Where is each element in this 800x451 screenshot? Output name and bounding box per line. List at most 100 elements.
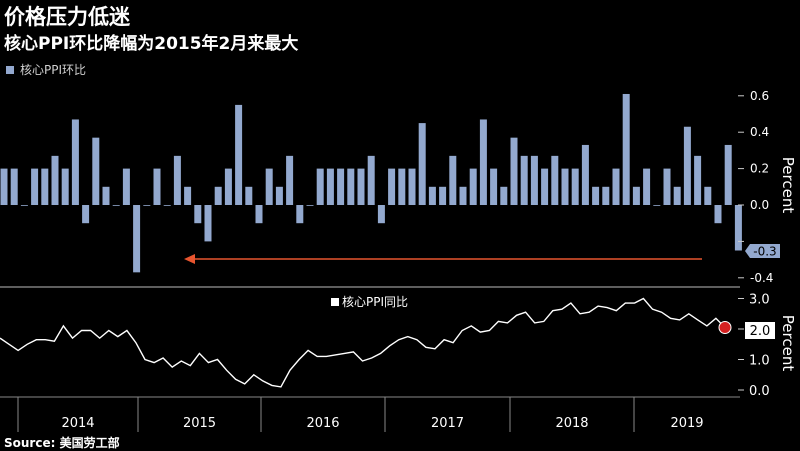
bar-series xyxy=(0,93,742,273)
legend-label-bar: 核心PPI环比 xyxy=(20,63,87,77)
x-axis: 2014 2015 2016 2017 2018 2019 xyxy=(17,397,704,432)
bar xyxy=(41,168,49,205)
bar xyxy=(122,168,130,205)
bar xyxy=(398,168,406,205)
bar xyxy=(592,186,600,205)
bar xyxy=(102,186,110,205)
chart-subtitle: 核心PPI环比降幅为2015年2月来最大 xyxy=(4,34,299,54)
bar xyxy=(602,186,610,205)
bar xyxy=(214,186,222,205)
bar xyxy=(561,168,569,205)
x-tick-label: 2014 xyxy=(61,416,94,431)
bar xyxy=(61,168,69,205)
bar xyxy=(734,205,742,251)
bar xyxy=(530,155,538,205)
bar xyxy=(255,205,263,224)
bar xyxy=(163,205,171,206)
bar xyxy=(10,168,18,205)
bar xyxy=(581,144,589,205)
line-y-tick-label: 0.0 xyxy=(749,384,770,399)
legend-swatch-line xyxy=(331,298,339,306)
bar xyxy=(428,186,436,205)
bar-y-tick-label: -0.4 xyxy=(750,271,773,285)
bar xyxy=(347,168,355,205)
bar xyxy=(612,168,620,205)
bar-last-value: -0.3 xyxy=(753,245,776,259)
bar xyxy=(643,168,651,205)
bar xyxy=(51,155,59,205)
bar xyxy=(286,155,294,205)
bar xyxy=(173,155,181,205)
bar xyxy=(153,168,161,205)
bar xyxy=(653,205,661,206)
bar xyxy=(663,168,671,205)
arrow-head-icon xyxy=(184,254,195,264)
line-y-ticks: 3.0 1.0 0.0 xyxy=(738,293,770,399)
bar xyxy=(194,205,202,224)
line-y-tick-label: 1.0 xyxy=(749,354,770,369)
bar xyxy=(541,168,549,205)
bar xyxy=(714,205,722,224)
line-y-tick-label: 3.0 xyxy=(749,293,770,308)
bar xyxy=(245,186,253,205)
bar xyxy=(357,168,365,205)
bar xyxy=(439,186,447,205)
bar xyxy=(418,123,426,205)
x-tick-label: 2017 xyxy=(431,416,464,431)
chart-title: 价格压力低迷 xyxy=(4,5,130,29)
legend-label-line: 核心PPI同比 xyxy=(342,295,408,309)
bar xyxy=(520,155,528,205)
bar xyxy=(500,186,508,205)
bar xyxy=(92,137,100,205)
bar xyxy=(673,186,681,205)
bar xyxy=(204,205,212,242)
legend-top: 核心PPI环比 xyxy=(6,61,86,78)
bar xyxy=(133,205,141,273)
bar xyxy=(367,155,375,205)
bar xyxy=(337,168,345,205)
bar xyxy=(377,205,385,224)
bar xyxy=(694,155,702,205)
bar xyxy=(459,186,467,205)
bar-last-value-callout xyxy=(745,244,780,258)
bar xyxy=(184,186,192,205)
bar xyxy=(326,168,334,205)
bar xyxy=(469,168,477,205)
bar xyxy=(724,144,732,205)
line-series xyxy=(0,297,726,388)
x-tick-label: 2018 xyxy=(555,416,588,431)
bar xyxy=(408,168,416,205)
line-last-marker xyxy=(718,320,732,334)
bar xyxy=(632,186,640,205)
bar xyxy=(622,93,630,205)
bar xyxy=(20,205,28,206)
bar xyxy=(0,168,8,205)
bar-y-tick-label: 0.6 xyxy=(750,89,769,103)
bar xyxy=(224,168,232,205)
bar xyxy=(683,126,691,205)
bar xyxy=(112,205,120,206)
x-tick-label: 2015 xyxy=(183,416,216,431)
bar-y-tick-label: 0.2 xyxy=(750,162,769,176)
legend-swatch-bar xyxy=(6,65,14,74)
bar xyxy=(235,104,243,205)
bar xyxy=(265,168,273,205)
bar xyxy=(71,119,79,205)
bar-y-tick-label: 0.0 xyxy=(750,198,769,212)
bar-y-ticks: 0.6 0.4 0.2 0.0 -0.4 xyxy=(738,89,773,285)
bar xyxy=(704,186,712,205)
bar xyxy=(479,119,487,205)
bar xyxy=(82,205,90,224)
x-tick-label: 2019 xyxy=(670,416,703,431)
line-y-axis-label: Percent xyxy=(779,315,797,372)
source-note: Source: 美国劳工部 xyxy=(4,436,120,450)
bar xyxy=(316,168,324,205)
bar xyxy=(143,205,151,206)
bar xyxy=(551,155,559,205)
bar xyxy=(31,168,39,205)
bar xyxy=(296,205,304,224)
bar-y-axis-label: Percent xyxy=(779,157,797,214)
bar xyxy=(388,168,396,205)
bar xyxy=(571,168,579,205)
